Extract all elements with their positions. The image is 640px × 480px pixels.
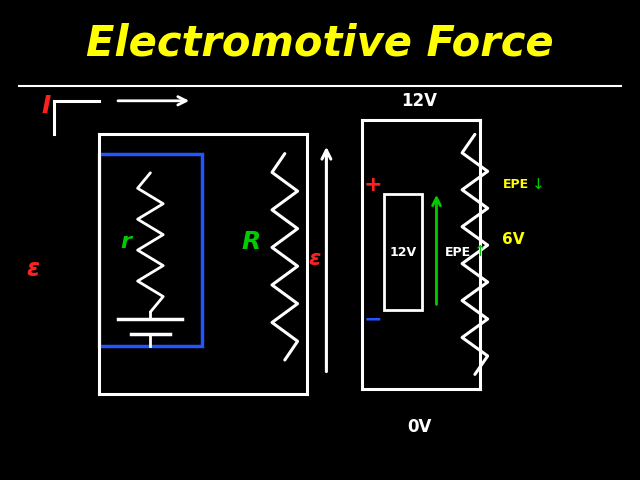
Text: EPE: EPE <box>445 245 471 259</box>
Bar <box>99 154 202 346</box>
Text: EPE: EPE <box>502 178 529 192</box>
Text: 12V: 12V <box>390 245 417 259</box>
Text: ↑: ↑ <box>474 244 486 260</box>
Text: r: r <box>120 232 132 252</box>
Text: ↓: ↓ <box>532 177 545 192</box>
Text: I: I <box>42 94 51 118</box>
Text: 6V: 6V <box>502 232 525 248</box>
Text: Electromotive Force: Electromotive Force <box>86 22 554 64</box>
Text: 12V: 12V <box>401 92 437 110</box>
Text: 0V: 0V <box>407 418 431 436</box>
Text: R: R <box>241 230 260 254</box>
Text: ε: ε <box>308 249 321 269</box>
Text: ε: ε <box>27 257 40 281</box>
Bar <box>384 194 422 310</box>
Text: −: − <box>364 309 383 329</box>
Text: +: + <box>364 175 383 195</box>
